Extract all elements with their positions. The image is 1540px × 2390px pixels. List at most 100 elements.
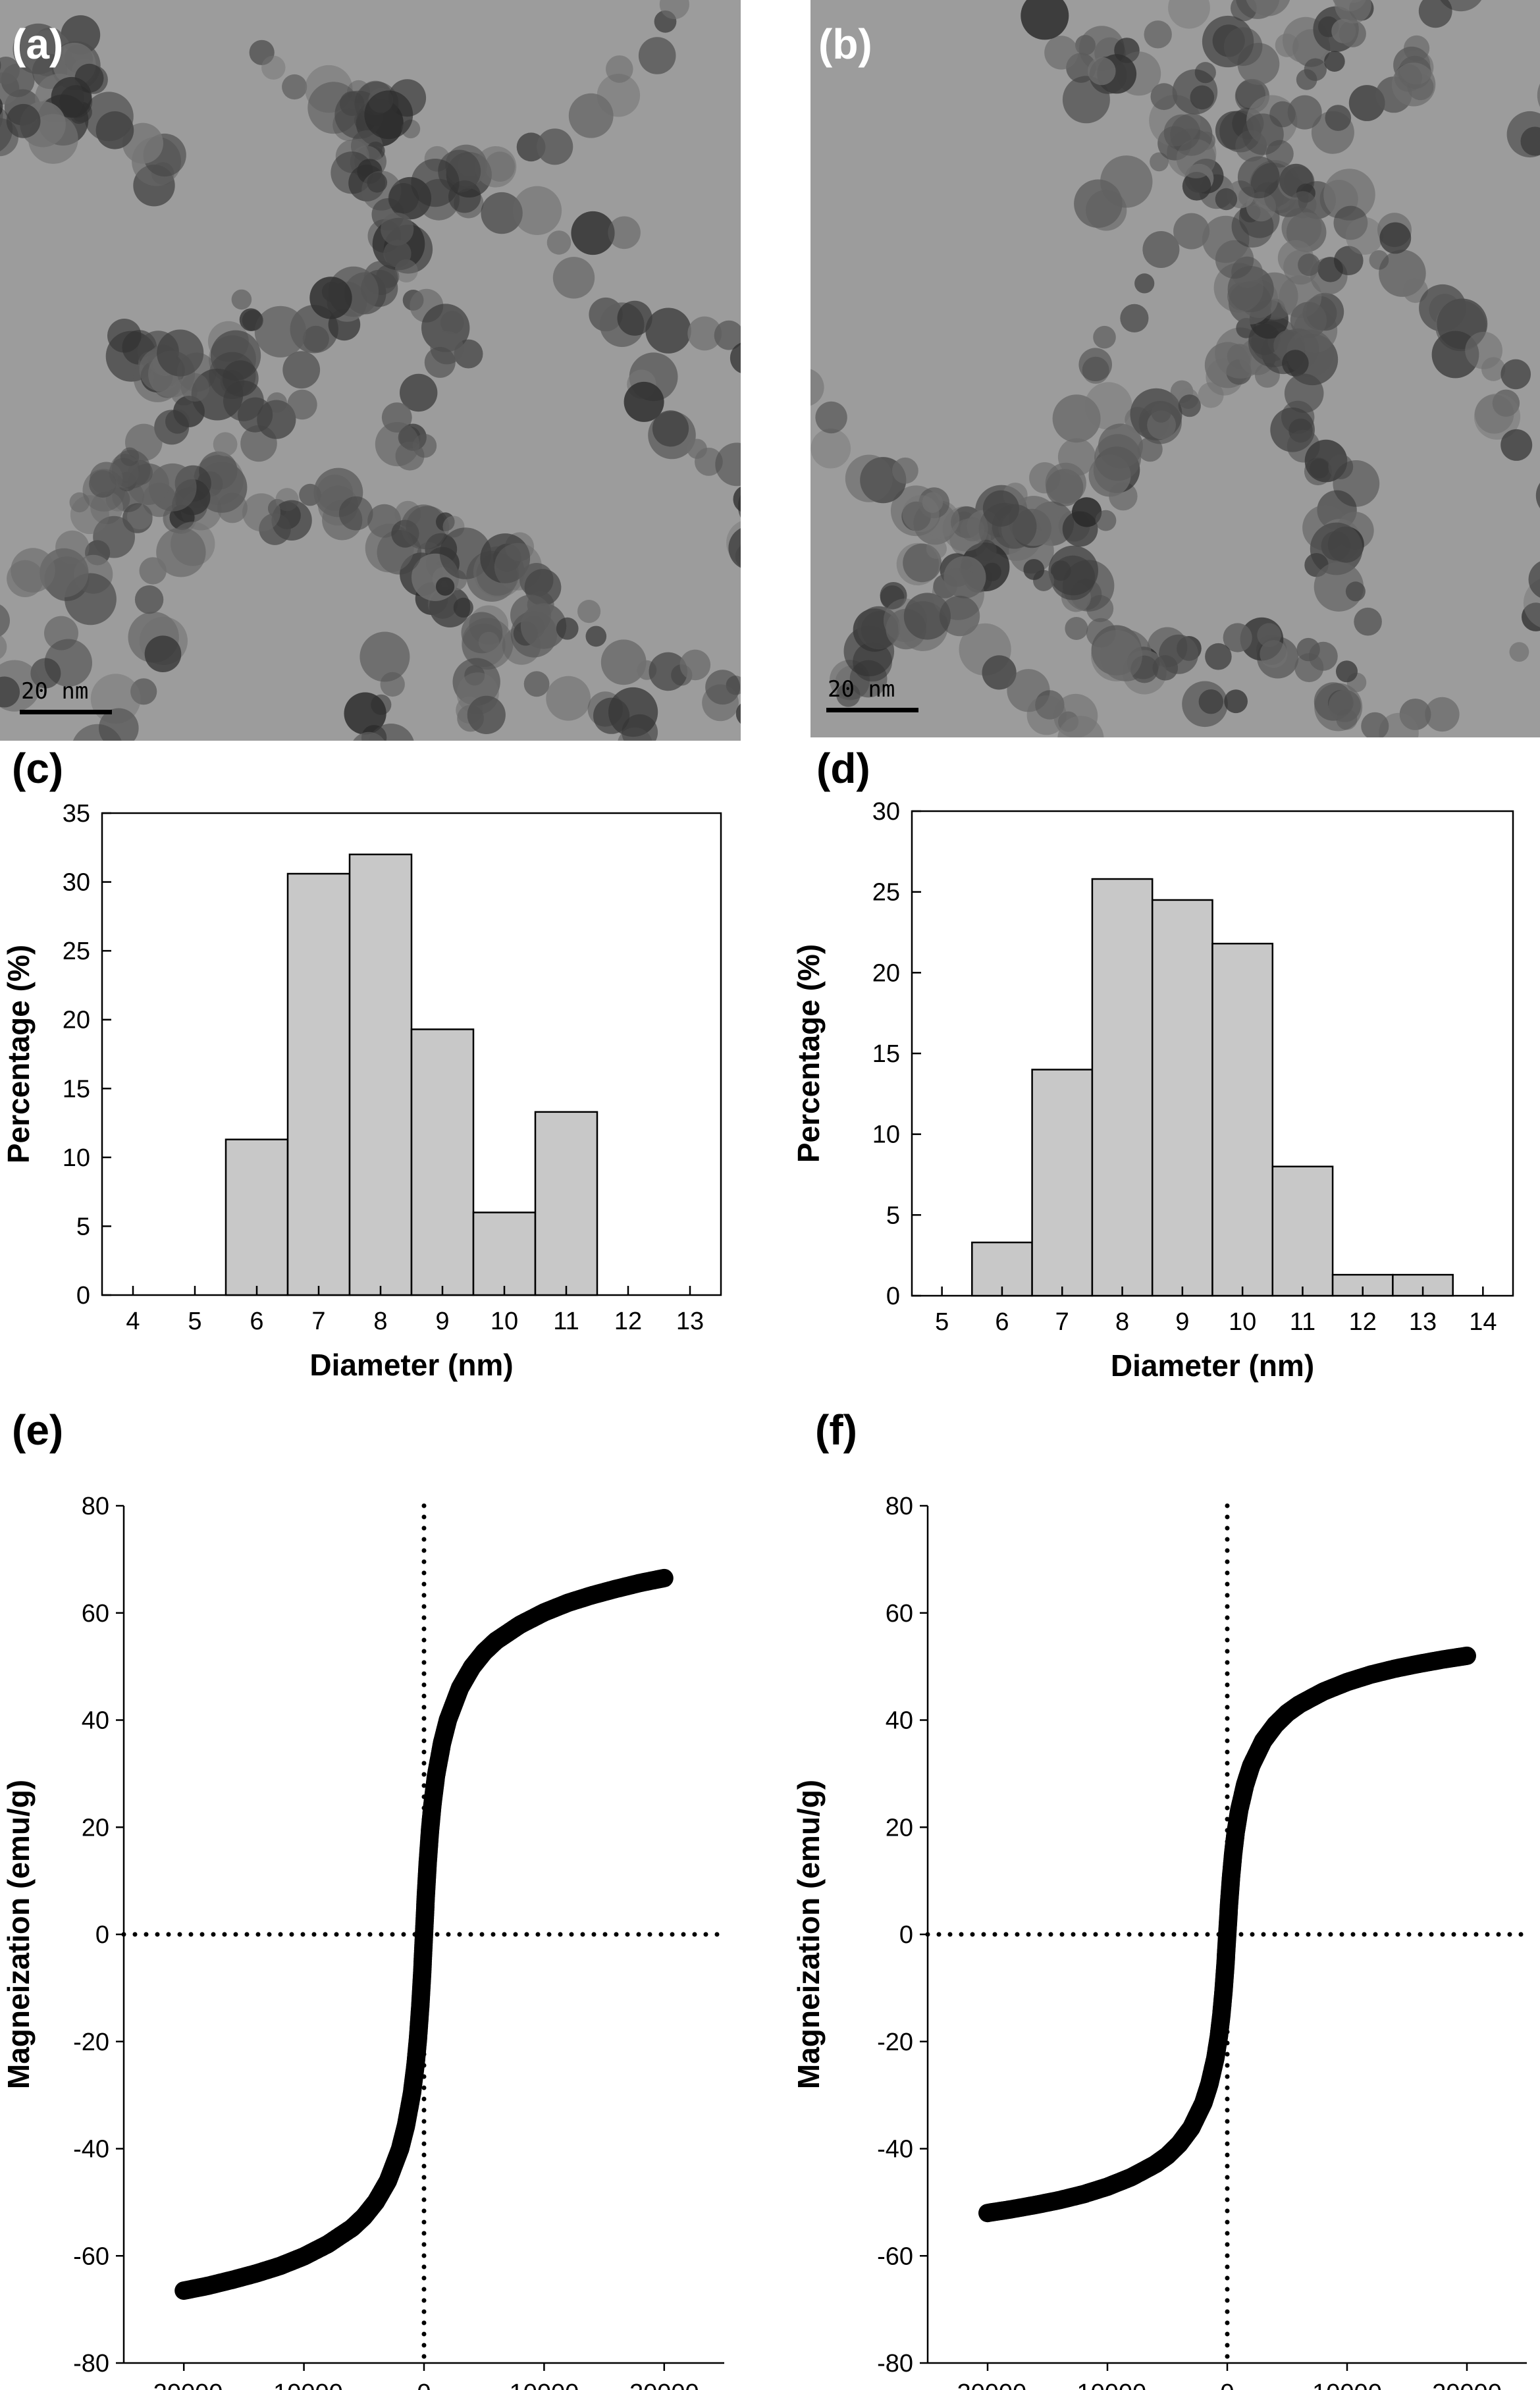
tem-particle	[70, 495, 109, 535]
tem-particle	[1215, 188, 1238, 211]
tem-particle	[1474, 393, 1521, 440]
tem-particle	[6, 103, 41, 138]
tem-particle	[1528, 561, 1540, 598]
tem-particle	[1324, 51, 1345, 72]
tem-particle	[28, 114, 78, 164]
tem-image-a	[0, 0, 741, 741]
x-tick-label: 9	[435, 1308, 449, 1335]
tem-particle	[1304, 458, 1332, 486]
histogram-bar	[1211, 942, 1274, 1297]
tem-particle	[1178, 394, 1201, 417]
tem-particle	[1205, 643, 1232, 670]
tem-particle	[72, 724, 122, 741]
tem-particle	[1046, 469, 1084, 506]
panel-label-b: (b)	[818, 20, 872, 68]
y-tick-label: 0	[76, 1282, 90, 1310]
tem-particle	[1391, 63, 1436, 107]
x-tick-label: 20000	[1432, 2379, 1502, 2390]
tem-particle	[520, 603, 567, 649]
tem-particle	[1535, 483, 1540, 508]
tem-particle	[523, 671, 550, 697]
tem-particle	[1134, 273, 1155, 294]
tem-particle	[537, 128, 573, 165]
tem-particle	[1537, 83, 1540, 107]
tem-particle	[1339, 20, 1366, 47]
x-tick-label: 6	[995, 1308, 1009, 1336]
tem-particle	[1265, 140, 1294, 168]
tem-particle	[1023, 559, 1045, 580]
tem-particle	[1065, 617, 1088, 640]
tem-particle	[213, 432, 238, 457]
tem-particle	[1084, 382, 1132, 430]
tem-texture	[810, 0, 1540, 737]
tem-particle	[714, 320, 741, 350]
tem-particle	[1163, 114, 1200, 151]
tem-particle	[1152, 655, 1179, 681]
tem-particle	[810, 369, 824, 406]
tem-particle	[1260, 640, 1288, 668]
tem-particle	[144, 635, 182, 672]
tem-particle	[1328, 689, 1361, 722]
y-tick-label: 80	[82, 1493, 109, 1520]
tem-particle	[401, 504, 446, 550]
tem-particle	[30, 658, 61, 689]
x-tick-label: 7	[311, 1308, 325, 1335]
tem-particle	[1304, 58, 1327, 81]
tem-particle	[617, 300, 652, 336]
tem-particle	[600, 639, 647, 685]
tem-particle	[1078, 348, 1112, 381]
tem-particle	[381, 212, 414, 246]
tem-particle	[338, 496, 373, 531]
tem-particle	[737, 494, 741, 518]
tem-particle	[7, 560, 44, 598]
tem-particle	[1520, 126, 1540, 156]
tem-particle	[577, 600, 601, 624]
tem-particle	[606, 55, 633, 83]
tem-particle	[1098, 423, 1143, 469]
tem-image-b	[810, 0, 1540, 737]
tem-particle	[1509, 642, 1529, 662]
tem-particle	[1100, 155, 1153, 208]
y-tick-label: -80	[73, 2350, 109, 2377]
tem-particle	[0, 57, 20, 84]
panel-label-a: (a)	[12, 20, 64, 68]
y-tick-label: 0	[886, 1283, 900, 1310]
tem-particle	[1150, 83, 1178, 111]
tem-particle	[1088, 57, 1116, 86]
tem-particle	[735, 703, 741, 724]
tem-particle	[0, 676, 20, 708]
y-tick-label: -20	[877, 2029, 913, 2056]
tem-particle	[638, 37, 676, 74]
tem-particle	[139, 557, 167, 585]
x-tick-label: 10000	[510, 2379, 579, 2390]
x-tick-label: 7	[1055, 1308, 1069, 1336]
tem-particle	[400, 373, 438, 412]
tem-particle	[282, 351, 321, 389]
x-tick-label: 20000	[629, 2379, 699, 2390]
tem-particle	[546, 676, 591, 721]
tem-particle	[287, 389, 317, 420]
tem-particle	[1057, 716, 1104, 737]
tem-particle	[1182, 681, 1228, 728]
tem-particle	[267, 392, 287, 413]
tem-particle	[1336, 660, 1358, 683]
y-tick-label: -80	[877, 2350, 913, 2377]
x-axis-label: Diameter (nm)	[309, 1348, 513, 1382]
tem-particle	[69, 492, 90, 513]
tem-texture	[0, 0, 741, 741]
x-tick-label: 8	[1115, 1308, 1129, 1336]
tem-particle	[134, 585, 164, 614]
tem-particle	[815, 401, 847, 434]
tem-particle	[242, 493, 280, 532]
y-axis-label: Percentage (%)	[1, 945, 36, 1163]
tem-particle	[1425, 697, 1460, 732]
y-tick-label: 20	[886, 1814, 913, 1842]
tem-particle	[1257, 623, 1281, 647]
x-tick-label: 14	[1469, 1308, 1497, 1336]
y-tick-label: -60	[73, 2243, 109, 2270]
tem-particle	[99, 708, 139, 741]
tem-particle	[411, 159, 460, 207]
y-tick-label: 5	[76, 1213, 90, 1240]
tem-particle	[1223, 27, 1263, 66]
tem-particle	[1418, 0, 1452, 28]
